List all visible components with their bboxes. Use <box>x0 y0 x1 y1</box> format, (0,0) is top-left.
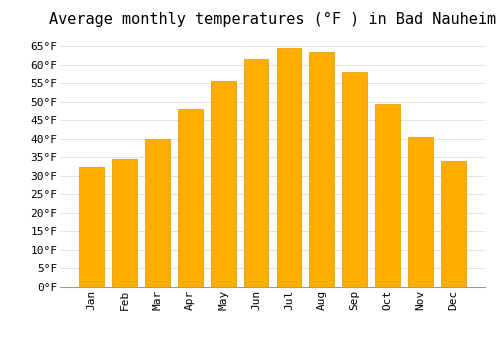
Bar <box>112 159 137 287</box>
Title: Average monthly temperatures (°F ) in Bad Nauheim: Average monthly temperatures (°F ) in Ba… <box>49 12 496 27</box>
Bar <box>441 161 466 287</box>
Bar <box>244 59 268 287</box>
Bar <box>145 139 170 287</box>
Bar <box>408 137 433 287</box>
Bar <box>80 167 104 287</box>
Bar <box>376 104 400 287</box>
Bar <box>211 81 236 287</box>
Bar <box>276 48 301 287</box>
Bar <box>310 52 334 287</box>
Bar <box>342 72 367 287</box>
Bar <box>178 109 203 287</box>
